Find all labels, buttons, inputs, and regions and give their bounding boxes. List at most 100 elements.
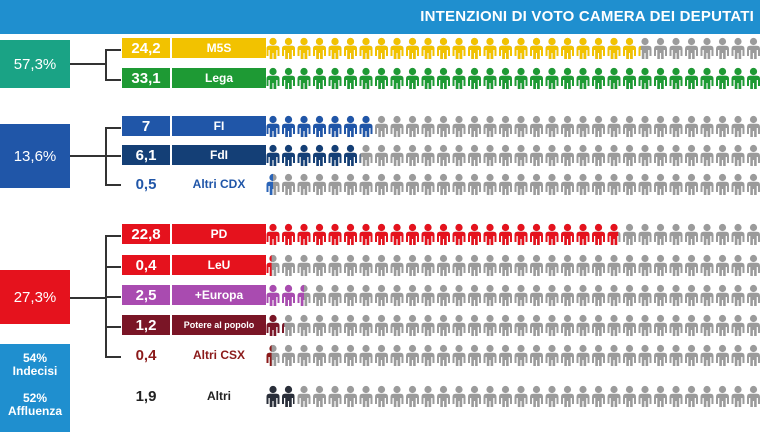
person-figure bbox=[468, 344, 481, 366]
person-figure bbox=[406, 344, 419, 366]
person-figure bbox=[297, 67, 311, 89]
person-figure bbox=[406, 37, 419, 59]
person-figure bbox=[266, 115, 280, 137]
person-figure bbox=[669, 284, 683, 306]
person-figure bbox=[607, 254, 621, 276]
person-figure bbox=[607, 223, 621, 245]
person-figure bbox=[313, 314, 326, 336]
person-figure bbox=[421, 173, 435, 195]
person-figure bbox=[499, 67, 512, 89]
person-figure bbox=[514, 37, 528, 59]
person-figure bbox=[607, 385, 621, 407]
person-figure bbox=[406, 115, 419, 137]
person-figure bbox=[390, 223, 404, 245]
person-figure bbox=[468, 223, 481, 245]
person-figure bbox=[375, 37, 388, 59]
person-figure bbox=[685, 344, 698, 366]
person-figure bbox=[359, 344, 373, 366]
person-figure bbox=[499, 344, 512, 366]
figures-svg-altri-csx bbox=[266, 344, 760, 366]
person-figure bbox=[282, 37, 295, 59]
person-figure bbox=[530, 223, 543, 245]
bloc-centrodestra-share: 13,6% bbox=[0, 124, 70, 188]
person-figure bbox=[483, 254, 497, 276]
person-figure bbox=[747, 37, 760, 59]
figures-europa bbox=[266, 283, 760, 307]
person-figure bbox=[282, 223, 295, 245]
person-figure bbox=[638, 223, 652, 245]
person-figure bbox=[483, 115, 497, 137]
person-figure bbox=[266, 67, 280, 89]
person-figure bbox=[530, 314, 543, 336]
person-figure bbox=[421, 37, 435, 59]
label-pd: PD bbox=[172, 224, 266, 244]
person-figure bbox=[437, 344, 450, 366]
person-figure bbox=[731, 223, 745, 245]
person-figure bbox=[545, 115, 559, 137]
person-figure bbox=[421, 254, 435, 276]
person-figure bbox=[716, 115, 729, 137]
person-figure bbox=[483, 223, 497, 245]
person-figure bbox=[499, 115, 512, 137]
person-figure bbox=[344, 254, 357, 276]
person-figure bbox=[390, 284, 404, 306]
person-figure bbox=[561, 37, 574, 59]
person-figure bbox=[530, 173, 543, 195]
person-figure bbox=[685, 67, 698, 89]
person-figure bbox=[654, 115, 667, 137]
figures-potere-al-popolo bbox=[266, 313, 760, 337]
value-altri: 1,9 bbox=[135, 387, 157, 405]
person-figure bbox=[514, 254, 528, 276]
person-figure bbox=[375, 385, 388, 407]
person-figure bbox=[747, 173, 760, 195]
person-figure bbox=[328, 254, 342, 276]
person-figure bbox=[561, 223, 574, 245]
person-figure bbox=[452, 67, 466, 89]
person-figure bbox=[344, 385, 357, 407]
person-figure bbox=[561, 144, 574, 166]
person-figure bbox=[437, 115, 450, 137]
person-figure bbox=[623, 254, 636, 276]
person-figure bbox=[592, 254, 605, 276]
person-figure bbox=[623, 37, 636, 59]
person-figure bbox=[375, 254, 388, 276]
person-figure bbox=[437, 223, 450, 245]
person-figure bbox=[406, 173, 419, 195]
figures-svg-altri-cdx bbox=[266, 173, 760, 195]
person-figure bbox=[468, 385, 481, 407]
person-figure bbox=[468, 115, 481, 137]
person-figure bbox=[313, 67, 326, 89]
person-figure bbox=[344, 173, 357, 195]
figures-svg-pd bbox=[266, 223, 760, 245]
person-figure bbox=[452, 223, 466, 245]
person-figure bbox=[297, 314, 311, 336]
person-figure bbox=[685, 284, 698, 306]
person-figure bbox=[313, 344, 326, 366]
person-figure bbox=[576, 115, 590, 137]
person-figure bbox=[483, 284, 497, 306]
person-figure bbox=[700, 67, 714, 89]
person-figure bbox=[669, 254, 683, 276]
person-figure bbox=[716, 385, 729, 407]
person-figure bbox=[545, 254, 559, 276]
person-figure bbox=[499, 314, 512, 336]
person-figure bbox=[576, 284, 590, 306]
person-figure bbox=[499, 144, 512, 166]
bracket-m5s-tick-2 bbox=[105, 79, 121, 81]
person-figure bbox=[437, 67, 450, 89]
label-europa: +Europa bbox=[172, 285, 266, 305]
person-figure bbox=[375, 115, 388, 137]
person-figure bbox=[576, 254, 590, 276]
figures-svg-m5s bbox=[266, 37, 760, 59]
person-figure bbox=[561, 385, 574, 407]
bracket-cdx-tick-3 bbox=[105, 184, 121, 186]
bracket-m5s-tick-1 bbox=[105, 49, 121, 51]
person-figure bbox=[483, 385, 497, 407]
person-figure bbox=[654, 385, 667, 407]
person-figure bbox=[266, 223, 280, 245]
person-figure bbox=[390, 173, 404, 195]
person-figure bbox=[297, 254, 311, 276]
person-figure bbox=[282, 173, 295, 195]
person-figure bbox=[313, 173, 326, 195]
figures-svg-lega bbox=[266, 67, 760, 89]
